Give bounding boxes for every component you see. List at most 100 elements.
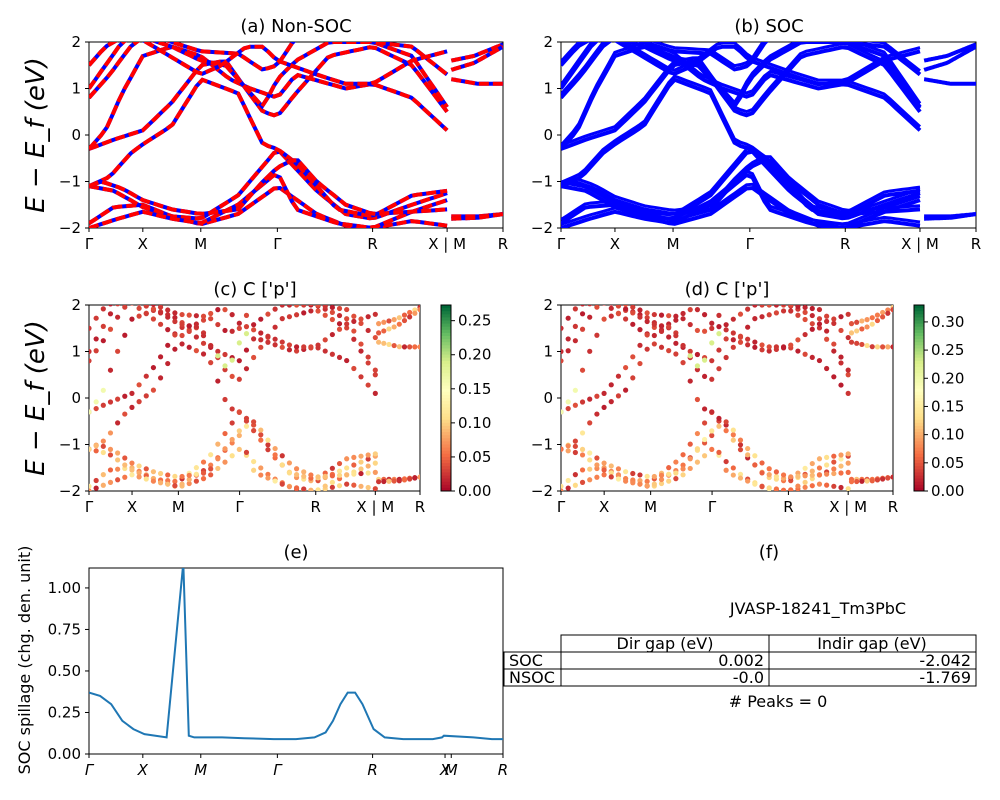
- band-point: [809, 468, 815, 474]
- band-point: [122, 474, 128, 480]
- band-point: [565, 443, 571, 449]
- band-point: [107, 399, 114, 405]
- band-point: [759, 305, 765, 308]
- band-point: [93, 485, 99, 491]
- band-point: [687, 465, 693, 472]
- colorbar-slice: [914, 329, 924, 334]
- band-point: [258, 437, 264, 443]
- band-point: [396, 321, 402, 327]
- band-point: [358, 453, 364, 459]
- band-point: [401, 312, 408, 318]
- band-point: [251, 458, 257, 465]
- band-point: [396, 344, 402, 350]
- band-point: [351, 336, 357, 342]
- band-point: [351, 482, 357, 488]
- colorbar-slice: [441, 398, 451, 402]
- colorbar-slice: [914, 317, 924, 321]
- band-lines: [89, 42, 503, 228]
- colorbar-slice: [441, 376, 451, 380]
- band-point: [358, 341, 364, 347]
- band-point: [766, 348, 772, 354]
- band-point: [100, 323, 106, 329]
- band-point: [329, 473, 335, 479]
- band-point: [208, 360, 214, 366]
- colorbar-slice: [441, 363, 451, 368]
- band-point: [381, 340, 387, 346]
- colorbar-slice: [914, 345, 924, 349]
- band-point: [565, 399, 571, 405]
- band-point: [179, 481, 185, 487]
- band-point: [673, 313, 679, 319]
- band-point: [229, 328, 235, 334]
- band-point: [236, 376, 242, 382]
- band-point: [122, 297, 127, 302]
- colorbar-slice: [914, 342, 924, 346]
- band-point: [100, 402, 106, 408]
- x-tick-label: X | M: [901, 235, 939, 253]
- band-point: [391, 342, 397, 349]
- band-point: [107, 452, 114, 458]
- band-point: [809, 321, 815, 327]
- band-point: [308, 308, 314, 314]
- colorbar-slice: [914, 351, 924, 356]
- colorbar-slice: [914, 379, 924, 383]
- band-point: [157, 305, 164, 310]
- colorbar-tick-label: 0.25: [458, 312, 491, 330]
- colorbar-slice: [441, 450, 451, 455]
- band-point: [381, 328, 387, 334]
- band-point: [572, 482, 578, 488]
- x-tick-label: Γ: [273, 235, 282, 253]
- band-point: [136, 313, 142, 319]
- band-point: [265, 447, 271, 453]
- band-point: [186, 312, 192, 318]
- band-point: [730, 465, 736, 471]
- band-point: [193, 348, 199, 354]
- band-point: [258, 465, 264, 471]
- material-id: JVASP-18241_Tm3PbC: [729, 599, 906, 619]
- band-point: [723, 428, 729, 434]
- band-point: [831, 459, 837, 465]
- band-point: [208, 343, 214, 349]
- band-point: [809, 483, 815, 489]
- band-point: [272, 478, 278, 484]
- band-point: [694, 430, 701, 437]
- colorbar-tick-label: 0.20: [931, 369, 964, 387]
- band-point: [673, 476, 679, 482]
- band-point: [412, 310, 418, 316]
- colorbar-slice: [914, 348, 924, 352]
- band-point: [251, 327, 257, 333]
- band-point: [716, 449, 722, 455]
- band-point: [890, 344, 893, 350]
- band-point: [258, 330, 264, 336]
- band-point: [186, 344, 192, 350]
- band-point: [308, 487, 314, 491]
- colorbar-slice: [441, 444, 451, 449]
- band-point: [680, 343, 686, 349]
- band-point: [651, 332, 657, 339]
- band-point: [848, 479, 855, 485]
- band-point: [351, 365, 357, 372]
- band-point: [773, 473, 779, 480]
- band-point: [208, 472, 214, 478]
- band-point: [745, 445, 751, 452]
- soc-band-line: [561, 158, 921, 216]
- band-point: [386, 478, 392, 484]
- band-point: [286, 305, 293, 308]
- band-point: [838, 314, 844, 320]
- colorbar-slice: [441, 342, 451, 346]
- colorbar-slice: [441, 320, 451, 325]
- band-point: [766, 472, 772, 478]
- band-point: [143, 373, 149, 379]
- band-point: [215, 456, 221, 462]
- band-point: [694, 396, 701, 403]
- colorbar-slice: [441, 308, 451, 312]
- band-point: [381, 478, 387, 485]
- band-point: [701, 357, 708, 363]
- nonsoc-band-line: [89, 45, 449, 151]
- band-point: [716, 331, 722, 337]
- x-tick-label: R: [783, 498, 793, 516]
- colorbar-slice: [441, 425, 451, 430]
- band-point: [680, 466, 686, 472]
- band-point: [236, 340, 242, 346]
- band-point: [115, 348, 121, 354]
